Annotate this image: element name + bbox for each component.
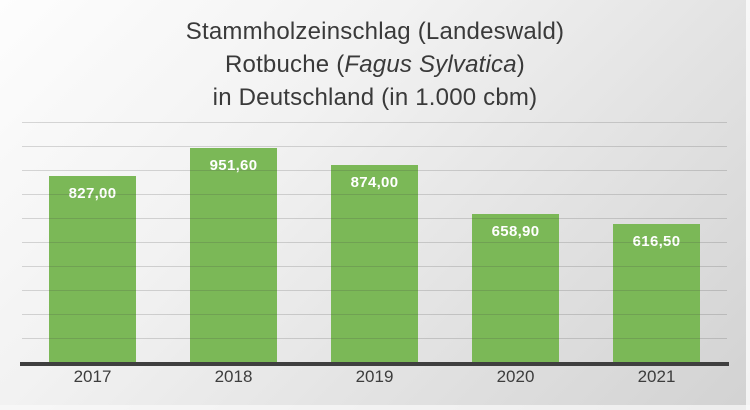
bar-2020: 658,90 <box>472 214 559 364</box>
bar-value-label-2019: 874,00 <box>350 174 399 191</box>
chart-title-line-2-suffix: ) <box>516 51 525 78</box>
chart-title: Stammholzeinschlag (Landeswald) Rotbuche… <box>0 15 750 114</box>
bar-value-label-2020: 658,90 <box>491 223 540 240</box>
x-axis-label-2018: 2018 <box>214 367 253 386</box>
chart-title-line-2-prefix: Rotbuche ( <box>224 51 345 78</box>
bar-value-label-2021: 616,50 <box>632 233 681 250</box>
bar-2018: 951,60 <box>190 148 277 364</box>
chart-title-line-2-italic: Fagus Sylvatica <box>344 51 517 78</box>
bar-slot-2019: 874,00 <box>304 122 445 364</box>
bar-slot-2021: 616,50 <box>586 122 727 364</box>
chart-title-line-3: in Deutschland (in 1.000 cbm) <box>212 84 538 111</box>
x-axis-labels: 2017 2018 2019 2020 2021 <box>22 367 727 387</box>
x-axis-line <box>20 362 729 366</box>
bar-value-label-2018: 951,60 <box>209 157 258 174</box>
x-axis-label-2017: 2017 <box>73 367 112 386</box>
bars-layer: 827,00 951,60 874,00 658,90 616,50 <box>22 122 727 364</box>
bar-slot-2018: 951,60 <box>163 122 304 364</box>
bar-2019: 874,00 <box>331 165 418 364</box>
x-axis-label-2020: 2020 <box>496 367 535 386</box>
bar-value-label-2017: 827,00 <box>68 185 117 202</box>
bar-slot-2017: 827,00 <box>22 122 163 364</box>
bar-2021: 616,50 <box>613 224 700 364</box>
plot-area: 827,00 951,60 874,00 658,90 616,50 <box>20 122 729 366</box>
bar-2017: 827,00 <box>49 176 136 364</box>
slide-right-edge <box>746 0 750 410</box>
chart-title-line-2: Rotbuche (Fagus Sylvatica) <box>0 48 750 81</box>
x-axis-label-2019: 2019 <box>355 367 394 386</box>
bar-slot-2020: 658,90 <box>445 122 586 364</box>
slide-bottom-edge <box>0 405 750 410</box>
chart-title-line-1: Stammholzeinschlag (Landeswald) <box>185 18 565 45</box>
x-axis-label-2021: 2021 <box>637 367 676 386</box>
